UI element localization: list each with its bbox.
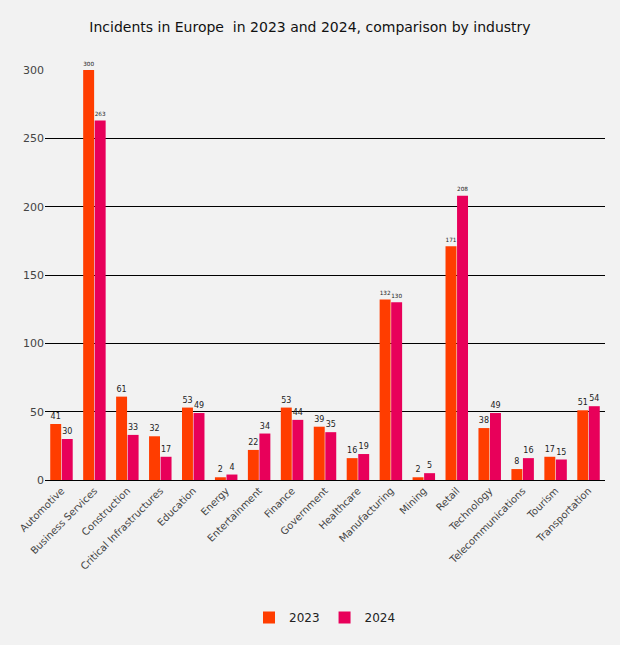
svg-text:44: 44 bbox=[293, 408, 303, 417]
svg-text:171: 171 bbox=[446, 237, 457, 243]
svg-text:53: 53 bbox=[182, 396, 192, 405]
svg-text:Mining: Mining bbox=[398, 485, 429, 516]
svg-text:300: 300 bbox=[83, 61, 94, 67]
svg-text:0: 0 bbox=[37, 474, 44, 487]
svg-text:16: 16 bbox=[347, 446, 357, 455]
svg-text:Transportation: Transportation bbox=[534, 485, 594, 545]
svg-text:250: 250 bbox=[23, 132, 44, 145]
svg-text:41: 41 bbox=[51, 412, 61, 421]
svg-text:49: 49 bbox=[490, 401, 500, 410]
svg-text:Automotive: Automotive bbox=[18, 485, 67, 534]
svg-text:2: 2 bbox=[218, 465, 223, 474]
svg-text:17: 17 bbox=[161, 445, 171, 454]
svg-text:51: 51 bbox=[578, 398, 588, 407]
svg-text:132: 132 bbox=[380, 290, 391, 296]
svg-text:Retail: Retail bbox=[434, 485, 462, 513]
svg-text:Business Services: Business Services bbox=[28, 485, 99, 556]
svg-text:22: 22 bbox=[248, 438, 258, 447]
svg-text:Healthcare: Healthcare bbox=[317, 485, 363, 531]
svg-text:100: 100 bbox=[23, 337, 44, 350]
svg-text:Critical Infrastructures: Critical Infrastructures bbox=[78, 485, 165, 572]
svg-text:16: 16 bbox=[523, 446, 533, 455]
svg-text:2: 2 bbox=[416, 465, 421, 474]
svg-text:8: 8 bbox=[514, 457, 519, 466]
svg-text:200: 200 bbox=[23, 201, 44, 214]
svg-text:19: 19 bbox=[359, 442, 369, 451]
svg-text:35: 35 bbox=[326, 420, 336, 429]
svg-text:Tourism: Tourism bbox=[525, 485, 561, 521]
svg-text:150: 150 bbox=[23, 269, 44, 282]
svg-text:34: 34 bbox=[260, 422, 270, 431]
svg-text:53: 53 bbox=[281, 396, 291, 405]
svg-text:300: 300 bbox=[23, 64, 44, 77]
svg-text:30: 30 bbox=[62, 427, 72, 436]
svg-text:5: 5 bbox=[427, 461, 432, 470]
svg-text:15: 15 bbox=[556, 448, 566, 457]
svg-text:39: 39 bbox=[314, 415, 324, 424]
svg-text:208: 208 bbox=[457, 186, 468, 192]
svg-text:54: 54 bbox=[589, 394, 599, 403]
svg-text:Finance: Finance bbox=[262, 485, 297, 520]
svg-text:Telecommunications: Telecommunications bbox=[447, 485, 528, 566]
svg-text:49: 49 bbox=[194, 401, 204, 410]
svg-text:4: 4 bbox=[229, 463, 234, 472]
svg-text:2023: 2023 bbox=[289, 611, 320, 625]
svg-text:17: 17 bbox=[545, 445, 555, 454]
svg-text:Construction: Construction bbox=[79, 485, 132, 538]
svg-text:38: 38 bbox=[479, 416, 489, 425]
svg-text:Incidents in Europe in 2023 a: Incidents in Europe in 2023 and 2024, co… bbox=[89, 19, 530, 35]
svg-text:Manufacturing: Manufacturing bbox=[337, 485, 396, 544]
svg-text:50: 50 bbox=[30, 406, 44, 419]
svg-text:33: 33 bbox=[128, 423, 138, 432]
svg-text:130: 130 bbox=[391, 293, 402, 299]
svg-text:Energy: Energy bbox=[199, 485, 232, 518]
svg-text:2024: 2024 bbox=[365, 611, 396, 625]
svg-text:32: 32 bbox=[149, 424, 159, 433]
svg-text:263: 263 bbox=[95, 111, 106, 117]
svg-text:61: 61 bbox=[116, 385, 126, 394]
svg-text:Education: Education bbox=[155, 485, 198, 528]
svg-text:Entertainment: Entertainment bbox=[205, 485, 264, 544]
svg-text:Technology: Technology bbox=[447, 485, 495, 533]
svg-text:Government: Government bbox=[278, 485, 330, 537]
